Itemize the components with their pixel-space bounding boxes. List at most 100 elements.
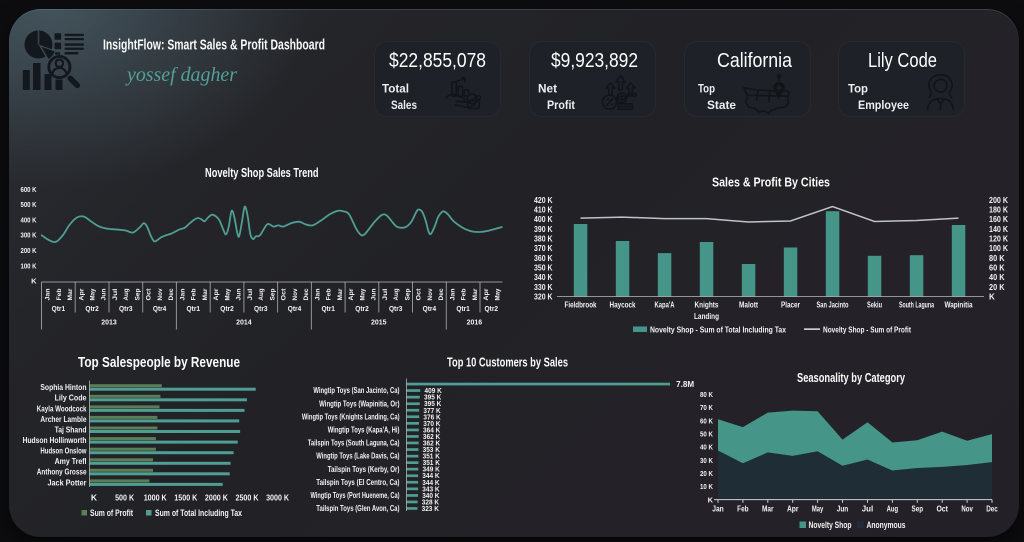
svg-text:Sep: Sep [269, 288, 276, 300]
svg-text:Qtr1: Qtr1 [187, 306, 201, 313]
svg-text:395 K: 395 K [424, 401, 441, 408]
svg-text:Apr: Apr [787, 505, 799, 514]
svg-text:Feb: Feb [326, 288, 333, 300]
svg-text:May: May [224, 288, 231, 300]
svg-text:20 K: 20 K [989, 283, 1005, 292]
svg-text:Sep: Sep [135, 288, 142, 300]
svg-text:Anthony Grosse: Anthony Grosse [37, 467, 87, 477]
svg-text:Qtr4: Qtr4 [423, 306, 437, 313]
svg-text:Nov: Nov [157, 288, 164, 300]
svg-text:Total: Total [382, 82, 409, 96]
svg-text:2016: 2016 [467, 320, 483, 327]
svg-text:Wingtip Toys (Knights Landing,: Wingtip Toys (Knights Landing, Ca) [302, 412, 400, 421]
svg-text:Jun: Jun [837, 505, 849, 514]
svg-text:Hudson Onslow: Hudson Onslow [40, 446, 86, 456]
svg-text:410 K: 410 K [534, 206, 553, 215]
svg-text:Nov: Nov [427, 288, 434, 300]
svg-text:Dec: Dec [986, 505, 998, 514]
svg-text:20 K: 20 K [700, 469, 713, 478]
svg-text:Qtr1: Qtr1 [52, 306, 66, 313]
svg-text:South Laguna: South Laguna [899, 301, 934, 310]
svg-text:340 K: 340 K [534, 273, 553, 282]
svg-text:180 K: 180 K [989, 206, 1008, 215]
svg-text:Aug: Aug [258, 288, 265, 300]
svg-text:395 K: 395 K [424, 395, 441, 402]
svg-text:350 K: 350 K [534, 263, 553, 272]
svg-text:Jul: Jul [862, 505, 874, 514]
svg-text:Placer: Placer [781, 301, 800, 310]
svg-text:Top 10 Customers by Sales: Top 10 Customers by Sales [447, 356, 568, 370]
svg-text:351 K: 351 K [423, 460, 440, 467]
svg-text:San Jacinto: San Jacinto [817, 301, 849, 310]
svg-text:10 K: 10 K [700, 482, 713, 491]
svg-text:Mar: Mar [472, 288, 479, 300]
svg-text:Jan: Jan [449, 288, 456, 300]
svg-text:State: State [707, 98, 736, 112]
svg-text:100 K: 100 K [21, 261, 37, 270]
svg-text:Lily Code: Lily Code [868, 50, 937, 72]
svg-text:Top Salespeople by Revenue: Top Salespeople by Revenue [78, 355, 240, 371]
svg-text:Knights: Knights [695, 301, 719, 310]
svg-text:Mar: Mar [202, 288, 209, 300]
svg-text:Lily Code: Lily Code [55, 393, 87, 403]
svg-text:Dec: Dec [168, 288, 175, 300]
svg-text:323 K: 323 K [422, 506, 439, 513]
svg-text:Feb: Feb [461, 288, 468, 300]
svg-text:K: K [708, 495, 714, 504]
svg-text:Seasonality by Category: Seasonality by Category [797, 370, 906, 385]
svg-text:Top: Top [848, 82, 868, 96]
svg-text:Sales: Sales [391, 98, 417, 112]
svg-text:Tailspin Toys (El Centro, Ca): Tailspin Toys (El Centro, Ca) [316, 478, 399, 487]
svg-text:7.8M: 7.8M [676, 379, 694, 389]
svg-text:Aug: Aug [887, 505, 899, 514]
svg-text:500 K: 500 K [115, 493, 135, 503]
svg-text:330 K: 330 K [534, 283, 553, 292]
svg-text:351 K: 351 K [423, 454, 440, 461]
svg-text:Jack Potter: Jack Potter [48, 477, 88, 487]
svg-text:Net: Net [538, 82, 557, 96]
svg-text:Jan: Jan [314, 288, 321, 300]
svg-text:Novelty Shop - Sum of Total In: Novelty Shop - Sum of Total Including Ta… [650, 326, 786, 335]
svg-text:200 K: 200 K [21, 246, 37, 255]
svg-text:Qtr2: Qtr2 [355, 306, 369, 313]
svg-text:390 K: 390 K [534, 225, 553, 234]
svg-text:Feb: Feb [191, 288, 198, 300]
svg-text:Malott: Malott [739, 301, 758, 310]
svg-text:Mar: Mar [762, 505, 774, 514]
svg-text:Qtr3: Qtr3 [119, 306, 133, 313]
svg-text:1500 K: 1500 K [174, 493, 198, 503]
svg-text:K: K [91, 493, 98, 503]
svg-text:Sophia Hinton: Sophia Hinton [40, 382, 86, 392]
svg-text:Wingtip Toys (Lake Davis, Ca): Wingtip Toys (Lake Davis, Ca) [316, 452, 399, 461]
svg-text:Apr: Apr [348, 288, 355, 300]
svg-text:400 K: 400 K [21, 215, 37, 224]
svg-text:2000 K: 2000 K [205, 493, 229, 503]
svg-text:400 K: 400 K [534, 215, 553, 224]
svg-text:Jan: Jan [179, 288, 186, 300]
svg-text:Landing: Landing [694, 312, 719, 321]
svg-text:Jan: Jan [45, 288, 52, 300]
svg-text:Kapa'A: Kapa'A [655, 301, 675, 310]
svg-text:Sep: Sep [912, 505, 924, 514]
svg-text:$22,855,078: $22,855,078 [389, 50, 486, 72]
svg-text:120 K: 120 K [989, 235, 1008, 244]
svg-text:320 K: 320 K [534, 292, 553, 301]
svg-text:Tailspin Toys (South Laguna, C: Tailspin Toys (South Laguna, Ca) [308, 439, 400, 448]
svg-text:Archer Lamble: Archer Lamble [40, 414, 86, 424]
svg-text:349 K: 349 K [423, 467, 440, 474]
svg-text:Apr: Apr [78, 288, 85, 300]
svg-text:Wingtip Toys (Port Hueneme, Ca: Wingtip Toys (Port Hueneme, Ca) [311, 491, 400, 500]
svg-text:Novelty Shop: Novelty Shop [809, 520, 852, 530]
svg-text:Feb: Feb [737, 505, 749, 514]
svg-text:Qtr3: Qtr3 [254, 306, 268, 313]
svg-text:Qtr1: Qtr1 [456, 306, 470, 313]
svg-text:140 K: 140 K [989, 225, 1008, 234]
svg-text:40 K: 40 K [989, 273, 1005, 282]
svg-text:Employee: Employee [858, 98, 909, 112]
svg-text:Jun: Jun [371, 288, 378, 300]
svg-text:Dec: Dec [438, 288, 445, 300]
svg-text:Nov: Nov [961, 505, 973, 514]
svg-text:100 K: 100 K [989, 244, 1008, 253]
svg-text:60 K: 60 K [700, 416, 713, 425]
svg-text:Qtr4: Qtr4 [288, 306, 302, 313]
